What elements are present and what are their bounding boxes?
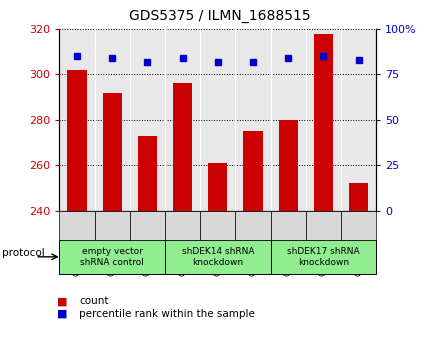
Text: protocol: protocol [2, 248, 45, 258]
Bar [173, 83, 192, 211]
Bar [67, 70, 87, 211]
Text: percentile rank within the sample: percentile rank within the sample [79, 309, 255, 319]
Text: empty vector
shRNA control: empty vector shRNA control [80, 247, 144, 266]
Text: shDEK17 shRNA
knockdown: shDEK17 shRNA knockdown [287, 247, 360, 266]
Bar [279, 120, 298, 211]
Bar [314, 33, 333, 211]
Bar [208, 163, 227, 211]
Bar [243, 131, 263, 211]
Bar [138, 136, 157, 211]
Text: count: count [79, 296, 109, 306]
Text: ■: ■ [57, 309, 68, 319]
Text: ■: ■ [57, 296, 68, 306]
Text: GDS5375 / ILMN_1688515: GDS5375 / ILMN_1688515 [129, 9, 311, 23]
Bar [103, 93, 122, 211]
Text: shDEK14 shRNA
knockdown: shDEK14 shRNA knockdown [182, 247, 254, 266]
Bar [349, 183, 368, 211]
